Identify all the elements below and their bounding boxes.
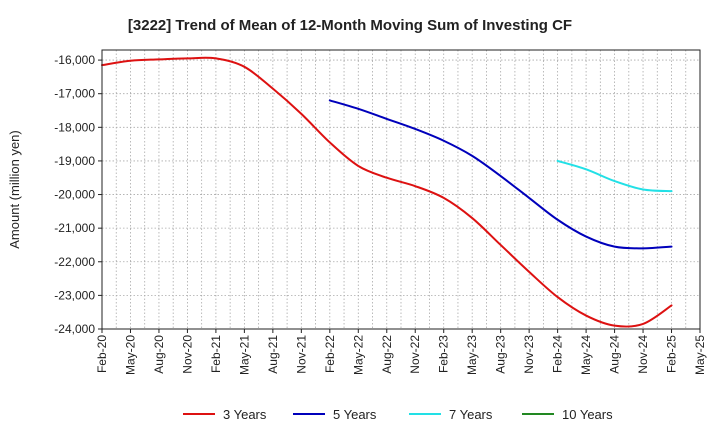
legend-label: 3 Years	[223, 407, 267, 422]
x-tick-label: May-25	[693, 335, 707, 375]
x-tick-label: May-24	[579, 335, 593, 375]
x-tick-label: May-22	[351, 335, 365, 375]
y-tick-label: -24,000	[54, 322, 95, 336]
x-tick-label: Nov-24	[636, 335, 650, 374]
x-tick-label: Feb-20	[95, 335, 109, 373]
y-tick-label: -23,000	[54, 288, 95, 302]
chart-title: [3222] Trend of Mean of 12-Month Moving …	[128, 17, 572, 34]
y-tick-label: -19,000	[54, 154, 95, 168]
x-tick-label: Feb-21	[209, 335, 223, 373]
x-tick-label: Feb-24	[551, 335, 565, 373]
y-tick-label: -18,000	[54, 120, 95, 134]
legend-label: 7 Years	[449, 407, 493, 422]
x-tick-label: Feb-23	[437, 335, 451, 373]
x-tick-label: Nov-23	[522, 335, 536, 374]
x-tick-label: May-21	[237, 335, 251, 375]
x-tick-label: Aug-22	[380, 335, 394, 374]
legend-label: 10 Years	[562, 407, 613, 422]
x-tick-label: Nov-22	[408, 335, 422, 374]
line-chart: [3222] Trend of Mean of 12-Month Moving …	[0, 0, 720, 440]
y-axis-label: Amount (million yen)	[7, 130, 22, 249]
series-line-3-years	[102, 58, 672, 327]
x-tick-label: Feb-25	[665, 335, 679, 373]
x-tick-label: May-20	[123, 335, 137, 375]
grid-lines	[102, 50, 700, 329]
x-tick-label: Nov-21	[294, 335, 308, 374]
y-tick-label: -20,000	[54, 188, 95, 202]
x-tick-labels: Feb-20 May-20 Aug-20 Nov-20 Feb-21 May-21 Aug-…	[95, 329, 707, 375]
legend: 3 Years 5 Years 7 Years 10 Years	[183, 407, 613, 422]
x-tick-label: Aug-24	[608, 335, 622, 374]
legend-label: 5 Years	[333, 407, 377, 422]
x-tick-label: Aug-21	[266, 335, 280, 374]
y-tick-label: -17,000	[54, 87, 95, 101]
x-tick-label: May-23	[465, 335, 479, 375]
x-tick-label: Nov-20	[180, 335, 194, 374]
series-lines	[102, 58, 672, 327]
x-tick-label: Aug-20	[152, 335, 166, 374]
y-tick-label: -21,000	[54, 221, 95, 235]
x-tick-label: Feb-22	[323, 335, 337, 373]
plot-area-frame	[102, 50, 700, 329]
x-tick-label: Aug-23	[494, 335, 508, 374]
y-tick-labels: -16,000 -17,000 -18,000 -19,000 -20,000 -21,0…	[54, 53, 102, 336]
y-tick-label: -22,000	[54, 255, 95, 269]
y-tick-label: -16,000	[54, 53, 95, 67]
